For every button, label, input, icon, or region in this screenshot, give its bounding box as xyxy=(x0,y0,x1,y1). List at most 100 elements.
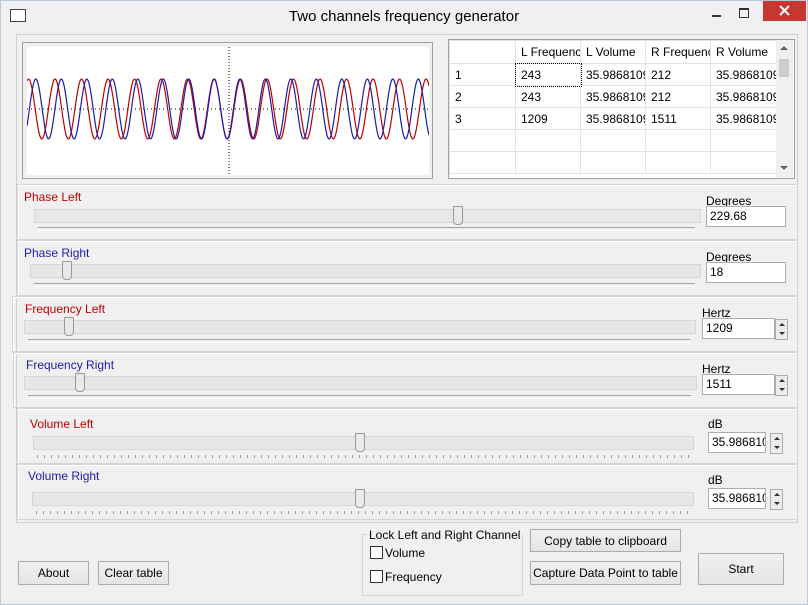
slider-ticks xyxy=(37,455,689,458)
frequency-right-group: Frequency Right Hertz 1511 xyxy=(13,352,798,408)
phase-left-group: Phase Left Degrees 229.68 xyxy=(17,184,798,240)
grid-cell[interactable]: 1209 xyxy=(515,107,581,130)
start-button[interactable]: Start xyxy=(698,553,784,585)
slider-ticks xyxy=(28,339,690,343)
lock-group xyxy=(362,534,523,596)
about-button[interactable]: About xyxy=(18,561,89,585)
volume-left-group: Volume Left dB 35.986810 xyxy=(17,408,798,464)
grid-row xyxy=(449,151,778,174)
minimize-button[interactable] xyxy=(712,15,721,17)
unit-label: dB xyxy=(708,473,723,487)
unit-label: dB xyxy=(708,417,723,431)
slider-track[interactable] xyxy=(24,320,696,334)
checkbox[interactable] xyxy=(370,546,383,559)
spinner[interactable] xyxy=(775,319,788,340)
unit-label: Hertz xyxy=(702,306,731,320)
frequency-left-group: Frequency Left Hertz 1209 xyxy=(12,296,798,352)
slider-track[interactable] xyxy=(30,264,701,278)
grid-cell[interactable]: 35.9868109 xyxy=(580,107,646,130)
slider-ticks xyxy=(34,283,695,287)
header-cell[interactable]: L Frequency xyxy=(515,40,581,64)
header-cell[interactable]: R Frequency xyxy=(645,40,711,64)
empty-cell xyxy=(710,129,778,152)
corner-cell xyxy=(449,40,516,64)
grid-cell[interactable]: 1511 xyxy=(645,107,711,130)
slider-thumb[interactable] xyxy=(75,373,85,392)
close-button[interactable] xyxy=(763,1,806,21)
row-header[interactable]: 3 xyxy=(449,107,516,130)
grid-cell[interactable]: 212 xyxy=(645,63,711,86)
grid-cell[interactable]: 212 xyxy=(645,85,711,108)
slider-thumb[interactable] xyxy=(62,261,72,280)
value-box[interactable]: 18 xyxy=(706,262,786,283)
empty-cell xyxy=(449,129,516,152)
value-box[interactable]: 35.986810 xyxy=(708,488,766,509)
value-box[interactable]: 229.68 xyxy=(706,206,786,227)
phase-right-group: Phase Right Degrees 18 xyxy=(17,240,798,296)
control-label: Volume Left xyxy=(30,417,94,431)
control-label: Phase Right xyxy=(24,246,90,260)
empty-cell xyxy=(515,151,581,174)
spinner[interactable] xyxy=(775,375,788,396)
empty-cell xyxy=(645,151,711,174)
window-title: Two channels frequency generator xyxy=(288,8,520,25)
grid-cell[interactable]: 35.9868109 xyxy=(580,85,646,108)
empty-cell xyxy=(580,129,646,152)
grid-cell[interactable]: 35.9868109 xyxy=(710,63,778,86)
slider-ticks xyxy=(36,511,689,514)
lock-title: Lock Left and Right Channel xyxy=(367,528,523,542)
empty-cell xyxy=(710,151,778,174)
unit-label: Degrees xyxy=(706,194,752,208)
checkbox[interactable] xyxy=(370,570,383,583)
spinner[interactable] xyxy=(770,433,783,454)
empty-cell xyxy=(449,151,516,174)
control-label: Phase Left xyxy=(24,190,82,204)
slider-track[interactable] xyxy=(34,209,701,223)
empty-cell xyxy=(580,151,646,174)
slider-thumb[interactable] xyxy=(355,433,365,452)
header-cell[interactable]: R Volume xyxy=(710,40,778,64)
checkbox-label[interactable]: Volume xyxy=(385,546,426,560)
grid-row: 1 243 35.9868109 212 35.9868109 xyxy=(449,62,778,87)
row-header[interactable]: 2 xyxy=(449,85,516,108)
waveform xyxy=(27,78,429,140)
value-box[interactable]: 35.986810 xyxy=(708,432,766,453)
value-box[interactable]: 1511 xyxy=(702,374,775,395)
slider-ticks xyxy=(38,227,695,231)
empty-cell xyxy=(515,129,581,152)
capture-button[interactable]: Capture Data Point to table xyxy=(530,561,681,585)
slider-thumb[interactable] xyxy=(355,489,365,508)
app-icon xyxy=(10,9,26,22)
volume-right-group: Volume Right dB 35.986810 xyxy=(17,464,798,520)
control-label: Volume Right xyxy=(28,469,100,483)
grid-cell[interactable]: 35.9868109 xyxy=(580,63,646,86)
slider-thumb[interactable] xyxy=(453,206,463,225)
value-box[interactable]: 1209 xyxy=(702,318,775,339)
wave-plot xyxy=(27,47,429,175)
grid-cell[interactable]: 243 xyxy=(515,85,581,108)
grid-cell[interactable]: 243 xyxy=(514,62,582,87)
unit-label: Degrees xyxy=(706,250,752,264)
spinner[interactable] xyxy=(770,489,783,510)
unit-label: Hertz xyxy=(702,362,731,376)
scrollbar[interactable] xyxy=(776,40,793,178)
row-header[interactable]: 1 xyxy=(449,63,516,86)
empty-cell xyxy=(645,129,711,152)
maximize-button[interactable] xyxy=(739,8,749,18)
checkbox-label[interactable]: Frequency xyxy=(385,570,442,584)
grid-row: 3 1209 35.9868109 1511 35.9868109 xyxy=(449,107,778,130)
data-grid: L Frequency L Volume R Frequency R Volum… xyxy=(448,39,795,179)
control-label: Frequency Right xyxy=(26,358,115,372)
grid-cell[interactable]: 35.9868109 xyxy=(710,107,778,130)
header-cell[interactable]: L Volume xyxy=(580,40,646,64)
clear-table-button[interactable]: Clear table xyxy=(98,561,169,585)
slider-thumb[interactable] xyxy=(64,317,74,336)
grid-cell[interactable]: 35.9868109 xyxy=(710,85,778,108)
slider-track[interactable] xyxy=(24,376,697,390)
copy-button[interactable]: Copy table to clipboard xyxy=(530,529,681,552)
control-label: Frequency Left xyxy=(25,302,106,316)
grid-row: 2 243 35.9868109 212 35.9868109 xyxy=(449,85,778,108)
grid-row xyxy=(449,129,778,152)
slider-ticks xyxy=(28,395,691,399)
